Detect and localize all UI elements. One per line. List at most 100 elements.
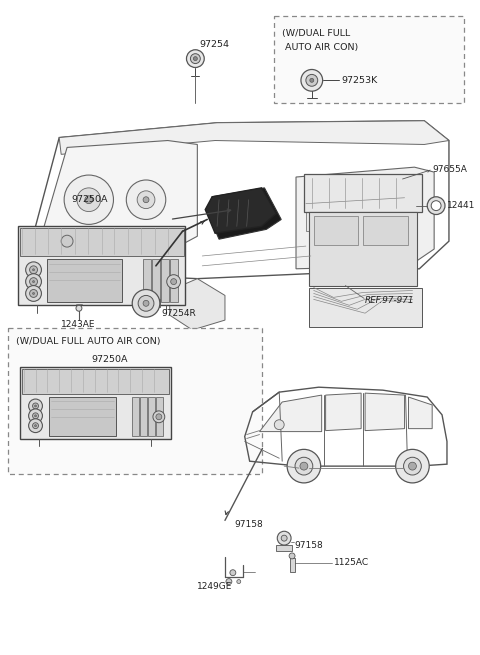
- Bar: [20, 229, 183, 256]
- Circle shape: [295, 457, 313, 475]
- Bar: [8, 328, 263, 474]
- Polygon shape: [325, 393, 361, 430]
- Circle shape: [132, 290, 160, 317]
- Circle shape: [33, 422, 38, 428]
- Bar: [161, 259, 169, 303]
- Bar: [49, 397, 117, 436]
- Circle shape: [289, 553, 295, 559]
- Circle shape: [300, 462, 308, 470]
- Circle shape: [237, 580, 241, 584]
- Polygon shape: [37, 141, 197, 259]
- Polygon shape: [365, 393, 405, 430]
- Circle shape: [76, 305, 82, 311]
- Circle shape: [29, 419, 42, 432]
- Bar: [290, 558, 295, 572]
- Text: 12441: 12441: [447, 201, 475, 210]
- Circle shape: [143, 301, 149, 307]
- Circle shape: [85, 196, 93, 204]
- Circle shape: [427, 196, 445, 215]
- Circle shape: [138, 295, 154, 311]
- Circle shape: [33, 280, 35, 282]
- Bar: [132, 397, 139, 436]
- Text: 1125AC: 1125AC: [334, 558, 369, 567]
- Text: 1243AE: 1243AE: [61, 320, 96, 329]
- Circle shape: [25, 262, 41, 278]
- Circle shape: [33, 269, 35, 271]
- Circle shape: [30, 290, 37, 297]
- Polygon shape: [59, 121, 449, 155]
- Text: REF.97-971: REF.97-971: [365, 296, 415, 305]
- Circle shape: [301, 69, 323, 91]
- Circle shape: [126, 180, 166, 219]
- Circle shape: [306, 75, 318, 86]
- Bar: [274, 16, 464, 103]
- Text: 97250A: 97250A: [92, 355, 128, 364]
- Circle shape: [77, 188, 101, 212]
- Circle shape: [35, 415, 36, 417]
- Circle shape: [404, 457, 421, 475]
- Circle shape: [30, 278, 37, 286]
- Bar: [309, 288, 422, 327]
- Text: 97254: 97254: [199, 41, 229, 49]
- Polygon shape: [260, 395, 322, 432]
- Text: 97253K: 97253K: [341, 76, 378, 85]
- Bar: [304, 174, 422, 212]
- Circle shape: [25, 274, 41, 290]
- Text: 97254R: 97254R: [162, 309, 197, 318]
- Bar: [20, 367, 171, 438]
- Polygon shape: [207, 188, 281, 239]
- Circle shape: [277, 531, 291, 545]
- Circle shape: [35, 405, 36, 407]
- Text: (W/DUAL FULL: (W/DUAL FULL: [282, 29, 350, 39]
- Circle shape: [191, 54, 200, 64]
- Circle shape: [226, 578, 232, 584]
- Text: AUTO AIR CON): AUTO AIR CON): [282, 43, 359, 52]
- Circle shape: [64, 175, 113, 225]
- Circle shape: [193, 56, 197, 61]
- Bar: [22, 369, 169, 394]
- Polygon shape: [205, 188, 276, 233]
- Circle shape: [143, 196, 149, 202]
- Circle shape: [153, 411, 165, 422]
- Text: 1249GE: 1249GE: [197, 582, 233, 591]
- Bar: [156, 397, 163, 436]
- Bar: [306, 177, 405, 231]
- Circle shape: [156, 414, 162, 420]
- Text: (W/DUAL FULL AUTO AIR CON): (W/DUAL FULL AUTO AIR CON): [16, 337, 160, 346]
- Circle shape: [431, 200, 441, 210]
- Polygon shape: [296, 167, 434, 269]
- Polygon shape: [170, 278, 225, 330]
- Bar: [314, 215, 358, 245]
- Circle shape: [281, 535, 287, 541]
- Circle shape: [33, 293, 35, 295]
- Text: 97250A: 97250A: [71, 195, 108, 204]
- Bar: [309, 212, 418, 286]
- Circle shape: [30, 266, 37, 274]
- Circle shape: [29, 399, 42, 413]
- Bar: [132, 299, 160, 307]
- Circle shape: [35, 424, 36, 426]
- Bar: [148, 397, 155, 436]
- Circle shape: [230, 570, 236, 576]
- Circle shape: [171, 278, 177, 284]
- Bar: [48, 259, 122, 303]
- Circle shape: [408, 462, 416, 470]
- Circle shape: [137, 191, 155, 208]
- Bar: [18, 227, 185, 305]
- Bar: [170, 259, 178, 303]
- Circle shape: [167, 274, 180, 288]
- Circle shape: [61, 235, 73, 247]
- Text: 97158: 97158: [294, 540, 323, 550]
- Bar: [152, 259, 160, 303]
- Bar: [276, 545, 292, 551]
- Bar: [140, 397, 147, 436]
- Circle shape: [29, 409, 42, 422]
- Bar: [363, 215, 408, 245]
- Circle shape: [33, 403, 38, 409]
- Circle shape: [310, 79, 314, 83]
- Text: 97655A: 97655A: [432, 164, 467, 174]
- Circle shape: [274, 420, 284, 430]
- Circle shape: [187, 50, 204, 67]
- Circle shape: [25, 286, 41, 301]
- Circle shape: [33, 413, 38, 419]
